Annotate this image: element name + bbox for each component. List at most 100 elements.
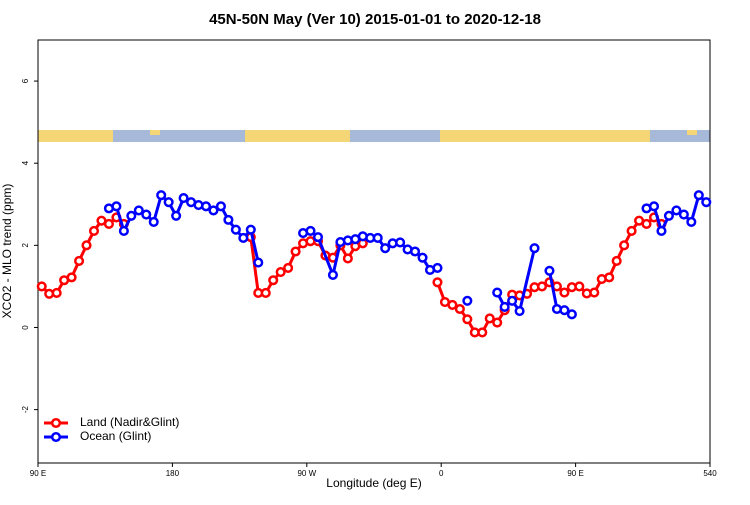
series-point	[462, 314, 473, 325]
series-point	[492, 287, 503, 298]
series-point	[462, 295, 473, 306]
legend-label: Ocean (Glint)	[80, 429, 151, 443]
land-strip	[245, 130, 350, 142]
series-point	[208, 205, 219, 216]
series-point	[290, 246, 301, 257]
series-point	[305, 225, 316, 237]
y-tick-label: -2	[21, 406, 30, 414]
series-point	[589, 287, 600, 298]
series-point	[626, 225, 637, 237]
x-tick-label: 90 W	[297, 469, 316, 478]
series-point	[163, 197, 174, 208]
series-point	[238, 232, 249, 243]
series-point	[671, 205, 682, 216]
series-point	[619, 240, 630, 251]
y-axis-label: XCO2 - MLO trend (ppm)	[0, 184, 14, 319]
series-point	[148, 216, 159, 227]
series-point	[447, 299, 458, 310]
series-point	[141, 209, 152, 220]
series-point	[118, 225, 129, 237]
series-point	[559, 287, 570, 298]
series-point	[663, 210, 674, 221]
land-strip	[440, 130, 650, 142]
series-point	[604, 272, 615, 283]
x-tick-label: 0	[439, 469, 444, 478]
y-tick-label: 2	[21, 243, 30, 248]
legend-marker	[50, 417, 62, 429]
series-point	[215, 201, 226, 212]
series-point	[156, 190, 167, 201]
land-strip	[687, 130, 697, 135]
series-point	[693, 190, 704, 201]
series-point	[566, 309, 577, 320]
series-point	[178, 193, 189, 204]
series-point	[223, 214, 234, 225]
series-point	[230, 224, 241, 235]
series-point	[200, 201, 212, 212]
series-point	[171, 210, 182, 221]
series-point	[410, 246, 421, 257]
chart-title: 45N-50N May (Ver 10) 2015-01-01 to 2020-…	[209, 11, 541, 28]
series-point	[507, 295, 518, 306]
series-point	[395, 237, 406, 248]
legend-label: Land (Nadir&Glint)	[80, 415, 179, 429]
series-point	[611, 255, 622, 266]
x-tick-label: 180	[166, 469, 180, 478]
series-point	[380, 243, 391, 254]
x-tick-label: 90 E	[567, 469, 583, 478]
series-point	[133, 205, 144, 216]
series-point	[103, 218, 114, 230]
series-point	[529, 243, 540, 254]
series-point	[283, 262, 294, 273]
series-point	[701, 197, 712, 208]
series-point	[312, 232, 324, 243]
series-point	[492, 317, 503, 328]
y-tick-label: 6	[21, 78, 30, 83]
series-point	[559, 305, 570, 316]
plot-frame	[37, 39, 711, 464]
series-point	[574, 281, 585, 292]
series-point	[36, 281, 47, 292]
map-strip	[38, 130, 710, 142]
series-point	[126, 210, 137, 221]
series-point	[432, 262, 443, 273]
x-axis-label: Longitude (deg E)	[326, 476, 421, 490]
series-point	[514, 305, 525, 317]
y-tick-label: 0	[21, 325, 30, 330]
series-point	[484, 313, 495, 324]
land-strip	[150, 130, 160, 135]
series-point	[260, 287, 271, 299]
x-tick-label: 90 E	[30, 469, 46, 478]
series-point	[74, 255, 85, 266]
series-point	[648, 201, 660, 212]
y-tick-label: 4	[21, 160, 30, 165]
series-point	[51, 287, 62, 299]
series-point	[342, 253, 353, 264]
series-point	[111, 201, 122, 212]
series-point	[678, 209, 689, 220]
series-point	[372, 232, 383, 243]
series-point	[432, 277, 443, 288]
series-point	[477, 327, 488, 338]
series-point	[66, 272, 77, 283]
series-point	[686, 216, 697, 227]
series-line	[108, 192, 708, 316]
series-point	[641, 218, 652, 230]
series-point	[88, 225, 100, 237]
x-tick-label: 540	[703, 469, 717, 478]
series-point	[454, 303, 465, 315]
series-point	[417, 252, 428, 263]
series-point	[656, 225, 667, 237]
series-point	[275, 266, 286, 278]
series-point	[544, 265, 555, 276]
series-point	[536, 281, 548, 292]
series-point	[245, 224, 256, 235]
series-point	[81, 240, 92, 251]
series-point	[499, 301, 510, 312]
series-point	[268, 275, 279, 286]
land-strip	[38, 130, 113, 142]
series-point	[327, 269, 338, 280]
legend-marker	[50, 431, 62, 443]
series-point	[253, 257, 264, 268]
